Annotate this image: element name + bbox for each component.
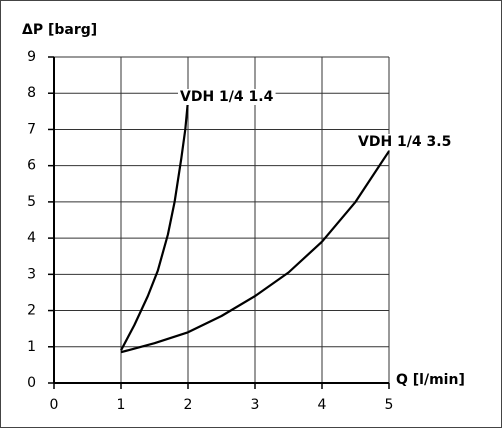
x-tick-label: 4 [318,397,327,413]
x-tick-label: 0 [50,397,59,413]
y-tick-label: 7 [27,121,36,137]
y-tick-label: 0 [27,375,36,391]
series-line [120,150,390,354]
x-tick-label: 1 [117,397,126,413]
y-tick-label: 3 [27,266,36,282]
x-axis-label: Q [l/min] [396,372,465,388]
y-tick-label: 9 [27,49,36,65]
y-tick-label: 8 [27,85,36,101]
x-tick-label: 5 [385,397,394,413]
y-tick-label: 6 [27,158,36,174]
y-tick-label: 1 [27,339,36,355]
x-tick-label: 2 [184,397,193,413]
series-label: VDH 1/4 1.4 [180,89,274,105]
y-axis-label: ΔP [barg] [22,22,97,38]
y-tick-label: 5 [27,194,36,210]
label-background [356,134,454,150]
y-tick-label: 4 [27,230,36,246]
y-tick-label: 2 [27,303,36,319]
label-background [178,89,276,105]
series-label: VDH 1/4 3.5 [358,134,451,150]
series-line [120,100,190,351]
x-tick-label: 3 [251,397,260,413]
